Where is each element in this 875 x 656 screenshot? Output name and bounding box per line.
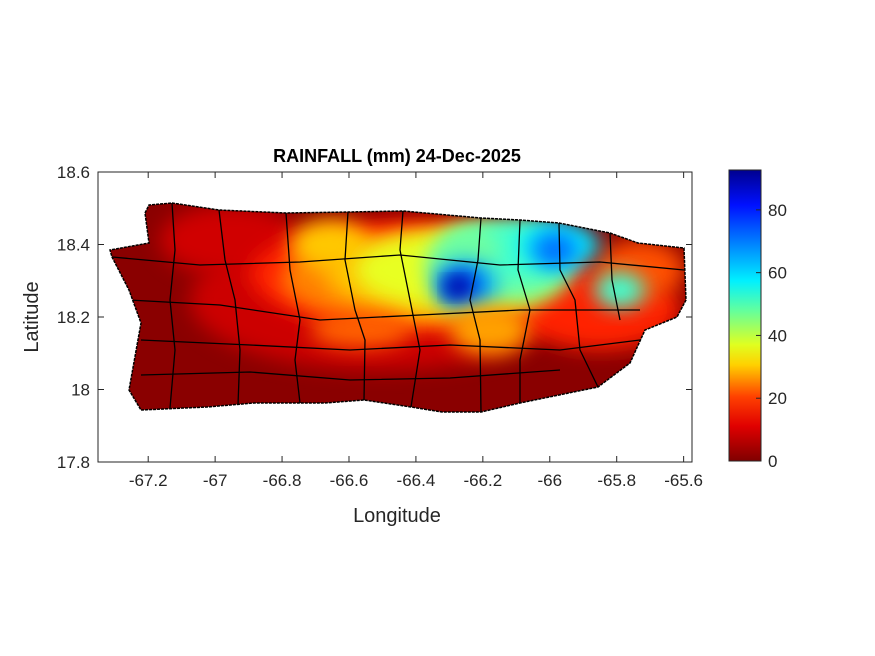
x-axis: -67.2 -67 -66.8 -66.6 -66.4 -66.2 -66 -65.8 -65.… bbox=[129, 172, 703, 490]
municipality-borders bbox=[111, 203, 685, 412]
x-axis-label: Longitude bbox=[353, 505, 441, 527]
municipality-border bbox=[285, 212, 301, 404]
x-tick-label: -67.2 bbox=[129, 471, 168, 490]
y-tick-label: 18.2 bbox=[57, 308, 90, 327]
rainfall-contour bbox=[446, 280, 464, 296]
x-tick-label: -66.2 bbox=[463, 471, 502, 490]
x-tick-label: -66.6 bbox=[330, 471, 369, 490]
rainfall-contour bbox=[310, 312, 410, 348]
rainfall-contour bbox=[290, 220, 370, 270]
municipality-border bbox=[558, 222, 599, 388]
rainfall-contour bbox=[533, 232, 577, 268]
y-axis: 17.8 18 18.2 18.4 18.6 bbox=[57, 163, 692, 472]
x-tick-label: -65.6 bbox=[664, 471, 703, 490]
rainfall-contour bbox=[450, 305, 530, 355]
y-axis-label: Latitude bbox=[21, 281, 43, 352]
island-coastline bbox=[109, 202, 687, 413]
chart-title: RAINFALL (mm) 24-Dec-2025 bbox=[273, 146, 521, 166]
x-tick-label: -66 bbox=[537, 471, 562, 490]
municipality-border bbox=[399, 210, 421, 408]
colorbar-tick-label: 0 bbox=[768, 452, 777, 471]
x-tick-label: -66.8 bbox=[263, 471, 302, 490]
municipality-border bbox=[140, 369, 561, 381]
x-tick-label: -65.8 bbox=[597, 471, 636, 490]
municipality-border bbox=[128, 299, 640, 321]
municipality-border bbox=[609, 232, 621, 321]
municipality-border bbox=[169, 203, 176, 409]
municipality-border bbox=[111, 254, 685, 271]
municipality-border bbox=[218, 209, 241, 406]
y-tick-label: 18.4 bbox=[57, 236, 90, 255]
colorbar-tick-label: 20 bbox=[768, 389, 787, 408]
municipality-border bbox=[140, 339, 641, 351]
rainfall-contour bbox=[595, 272, 645, 308]
colorbar-tick-label: 40 bbox=[768, 326, 787, 345]
x-tick-label: -67 bbox=[203, 471, 228, 490]
y-tick-label: 18 bbox=[71, 381, 90, 400]
municipality-border bbox=[344, 211, 366, 401]
colorbar-ticks: 0 20 40 60 80 bbox=[756, 201, 787, 471]
colorbar-tick-label: 60 bbox=[768, 264, 787, 283]
colorbar-tick-label: 80 bbox=[768, 201, 787, 220]
municipality-border bbox=[469, 217, 482, 412]
x-tick-label: -66.4 bbox=[397, 471, 436, 490]
colorbar bbox=[728, 169, 762, 462]
y-tick-label: 17.8 bbox=[57, 453, 90, 472]
y-tick-label: 18.6 bbox=[57, 163, 90, 182]
